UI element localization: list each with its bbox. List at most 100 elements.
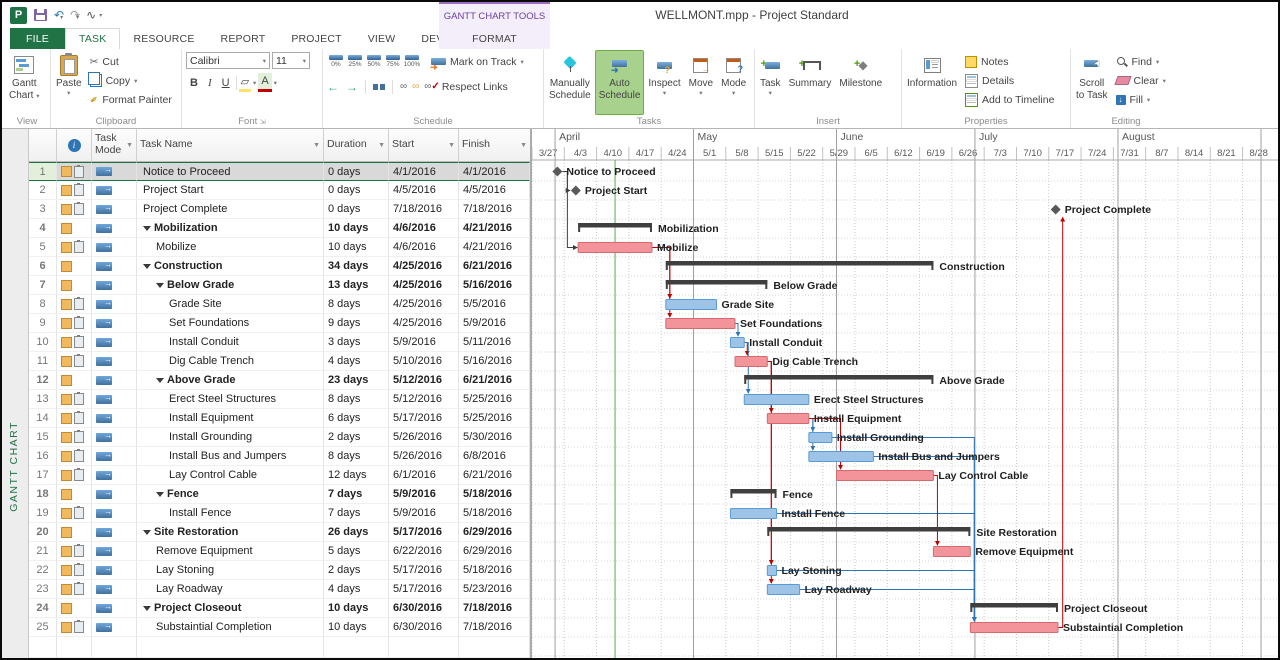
info-cell[interactable] bbox=[57, 542, 92, 561]
filter-arrow-icon[interactable]: ▼ bbox=[126, 141, 133, 149]
row-number-cell[interactable]: 5 bbox=[29, 238, 57, 257]
row-number-cell[interactable]: 20 bbox=[29, 523, 57, 542]
header-task-mode[interactable]: Task Mode ▼ bbox=[92, 129, 137, 161]
tab-task[interactable]: TASK bbox=[64, 28, 121, 49]
percent-100-button[interactable]: 100% bbox=[403, 55, 421, 68]
start-cell[interactable]: 5/9/2016 bbox=[389, 485, 459, 504]
start-cell[interactable]: 5/26/2016 bbox=[389, 447, 459, 466]
undo-button[interactable]: ↶▾ bbox=[54, 8, 65, 22]
tab-resource[interactable]: RESOURCE bbox=[133, 32, 195, 45]
row-number-cell[interactable]: 18 bbox=[29, 485, 57, 504]
underline-button[interactable]: U bbox=[221, 76, 230, 89]
finish-cell[interactable]: 5/16/2016 bbox=[459, 276, 530, 295]
task-mode-cell[interactable] bbox=[92, 371, 137, 390]
duration-cell[interactable]: 4 days bbox=[324, 352, 389, 371]
duration-cell[interactable]: 6 days bbox=[324, 409, 389, 428]
start-cell[interactable]: 4/25/2016 bbox=[389, 257, 459, 276]
tab-report[interactable]: REPORT bbox=[220, 32, 266, 45]
task-name-cell[interactable]: Project Start bbox=[137, 181, 324, 200]
start-cell[interactable]: 4/1/2016 bbox=[389, 162, 459, 181]
task-name-cell[interactable]: Notice to Proceed bbox=[137, 162, 324, 181]
inspect-button[interactable]: ? Inspect ▾ bbox=[644, 50, 684, 115]
insert-milestone-button[interactable]: + ◆ Milestone bbox=[839, 57, 883, 89]
tab-file[interactable]: FILE bbox=[10, 28, 65, 49]
info-cell[interactable] bbox=[57, 561, 92, 580]
split-task-button[interactable] bbox=[373, 83, 385, 90]
insert-task-button[interactable]: + Task ▾ bbox=[760, 58, 781, 97]
task-mode-cell[interactable] bbox=[92, 428, 137, 447]
start-cell[interactable]: 5/9/2016 bbox=[389, 333, 459, 352]
row-number-cell[interactable]: 12 bbox=[29, 371, 57, 390]
task-bar[interactable] bbox=[743, 394, 810, 405]
start-cell[interactable]: 4/6/2016 bbox=[389, 238, 459, 257]
finish-cell[interactable]: 5/25/2016 bbox=[459, 409, 530, 428]
row-number-cell[interactable]: 21 bbox=[29, 542, 57, 561]
indent-task-button[interactable]: → bbox=[346, 79, 358, 94]
task-name-cell[interactable]: Project Closeout bbox=[137, 599, 324, 618]
task-name-cell[interactable]: Above Grade bbox=[137, 371, 324, 390]
task-mode-cell[interactable] bbox=[92, 200, 137, 219]
start-cell[interactable]: 5/10/2016 bbox=[389, 352, 459, 371]
copy-button[interactable]: Copy ▾ bbox=[86, 71, 176, 90]
font-size-select[interactable]: 11 ▾ bbox=[272, 52, 310, 69]
row-number-cell[interactable]: 13 bbox=[29, 390, 57, 409]
task-bar[interactable] bbox=[665, 318, 736, 329]
row-number-cell[interactable]: 8 bbox=[29, 295, 57, 314]
row-number-cell[interactable]: 25 bbox=[29, 618, 57, 637]
info-cell[interactable] bbox=[57, 314, 92, 333]
info-cell[interactable] bbox=[57, 599, 92, 618]
customize-qat-button[interactable]: ▾ bbox=[99, 12, 103, 19]
info-cell[interactable] bbox=[57, 390, 92, 409]
task-name-cell[interactable]: Substaintial Completion bbox=[137, 618, 324, 637]
gantt-chart-pane[interactable]: 3/27 4/3 4/10 4/17 4/24 5/1 5/8 5/15 5/22 5/29 6/5… bbox=[532, 129, 1278, 658]
task-mode-cell[interactable] bbox=[92, 352, 137, 371]
start-cell[interactable]: 6/22/2016 bbox=[389, 542, 459, 561]
task-name-cell[interactable]: Grade Site bbox=[137, 295, 324, 314]
bold-button[interactable]: B bbox=[190, 76, 198, 89]
info-cell[interactable] bbox=[57, 618, 92, 637]
info-cell[interactable] bbox=[57, 523, 92, 542]
task-bar[interactable] bbox=[665, 299, 718, 310]
info-cell[interactable] bbox=[57, 257, 92, 276]
info-cell[interactable] bbox=[57, 333, 92, 352]
task-mode-cell[interactable] bbox=[92, 561, 137, 580]
task-mode-cell[interactable] bbox=[92, 485, 137, 504]
task-mode-cell[interactable] bbox=[92, 523, 137, 542]
summary-bar[interactable] bbox=[730, 489, 777, 494]
finish-cell[interactable]: 5/18/2016 bbox=[459, 504, 530, 523]
task-name-cell[interactable]: Set Foundations bbox=[137, 314, 324, 333]
task-bar[interactable] bbox=[932, 546, 971, 557]
finish-cell[interactable]: 7/18/2016 bbox=[459, 599, 530, 618]
percent-75-button[interactable]: 75% bbox=[384, 55, 402, 68]
task-name-cell[interactable]: Below Grade bbox=[137, 276, 324, 295]
start-cell[interactable]: 5/17/2016 bbox=[389, 523, 459, 542]
collapse-triangle-icon[interactable] bbox=[143, 225, 151, 231]
duration-cell[interactable]: 7 days bbox=[324, 485, 389, 504]
row-number-cell[interactable]: 22 bbox=[29, 561, 57, 580]
task-bar[interactable] bbox=[577, 242, 653, 253]
duration-cell[interactable]: 34 days bbox=[324, 257, 389, 276]
info-cell[interactable] bbox=[57, 295, 92, 314]
mark-on-track-button[interactable]: ➜ Mark on Track ▾ bbox=[430, 55, 524, 72]
start-cell[interactable]: 4/6/2016 bbox=[389, 219, 459, 238]
row-number-cell[interactable]: 16 bbox=[29, 447, 57, 466]
duration-cell[interactable]: 26 days bbox=[324, 523, 389, 542]
info-cell[interactable] bbox=[57, 238, 92, 257]
task-mode-cell[interactable] bbox=[92, 181, 137, 200]
duration-cell[interactable]: 5 days bbox=[324, 542, 389, 561]
row-number-cell[interactable]: 19 bbox=[29, 504, 57, 523]
italic-button[interactable]: I bbox=[207, 76, 212, 89]
task-mode-cell[interactable] bbox=[92, 447, 137, 466]
